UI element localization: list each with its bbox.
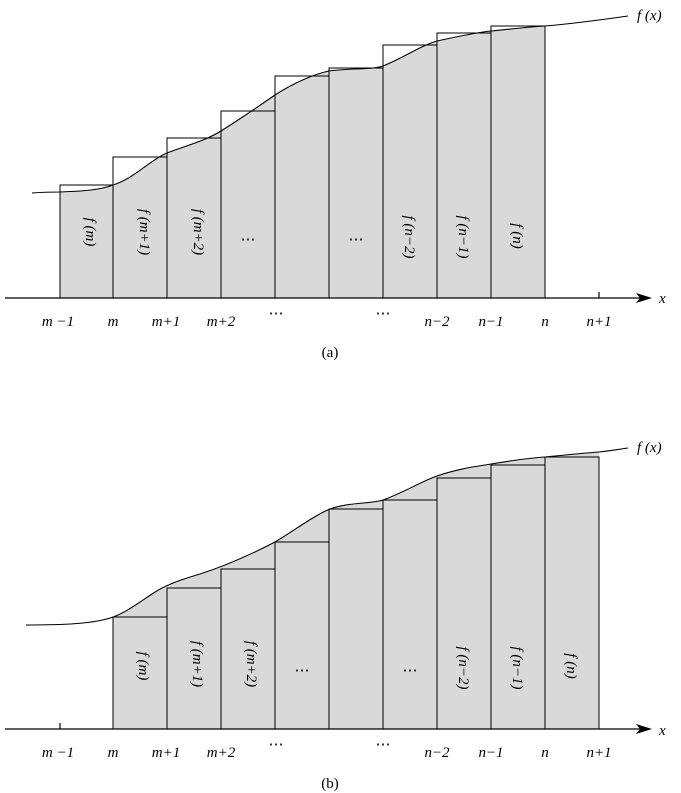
panel-a-function-label: f (x)	[637, 8, 662, 24]
panel-b: f (x) x f (m) f (m+1) f (m+2) ⋯ ⋯ f (n−2…	[5, 440, 666, 792]
panel-b-box-8	[490, 464, 546, 730]
panel-a-box-label-5: ⋯	[349, 232, 364, 248]
panel-b-tick-label-9: n	[541, 745, 549, 761]
panel-a-box-label-7: f (n−1)	[455, 215, 471, 258]
panel-b-box-2	[166, 587, 222, 730]
panel-b-tick-label-7: n−2	[424, 745, 450, 761]
panel-b-box-6	[382, 499, 438, 730]
panel-a-box-label-3: f (m+2)	[190, 209, 206, 255]
panel-b-box-4	[274, 541, 330, 730]
panel-b-box-9	[544, 456, 600, 730]
panel-b-box-1	[112, 616, 168, 730]
panel-b-tick-label-8: n−1	[478, 745, 503, 761]
panel-b-tick-label-3: m+1	[152, 745, 180, 761]
panel-a-axis-arrow	[636, 293, 652, 303]
panel-a-tick-label-5: ⋯	[269, 306, 284, 322]
panel-a: f (x) x f (m) f (m+1) f (m+2) ⋯ ⋯ f (n−2…	[5, 8, 666, 361]
panel-b-box-label-8: f (n)	[563, 653, 579, 678]
panel-a-box-label-4: ⋯	[241, 232, 256, 248]
panel-b-box-label-5: ⋯	[403, 663, 418, 679]
panel-b-box-7	[436, 477, 492, 730]
panel-b-boxes	[112, 456, 600, 730]
panel-a-tick-label-9: n	[541, 314, 549, 330]
panel-b-tick-label-4: m+2	[207, 745, 236, 761]
panel-b-tick-label-6: ⋯	[376, 737, 391, 753]
panel-a-tick-label-10: n+1	[586, 314, 611, 330]
panel-b-tick-labels: m −1 m m+1 m+2 ⋯ ⋯ n−2 n−1 n n+1	[42, 737, 612, 761]
panel-b-function-label: f (x)	[637, 440, 662, 456]
panel-a-box-labels: f (m) f (m+1) f (m+2) ⋯ ⋯ f (n−2) f (n−1…	[82, 209, 525, 259]
panel-a-tick-label-2: m	[108, 314, 119, 330]
panel-b-box-3	[220, 568, 276, 730]
panel-a-shaded-area	[60, 26, 545, 298]
panel-b-tick-label-5: ⋯	[269, 737, 284, 753]
panel-a-tick-label-1: m −1	[42, 314, 74, 330]
panel-a-tick-label-6: ⋯	[376, 306, 391, 322]
panel-b-box-5	[328, 508, 384, 730]
panel-a-curve	[31, 15, 629, 194]
panel-a-axis-var: x	[658, 291, 666, 307]
panel-b-box-label-2: f (m+1)	[189, 641, 205, 687]
panel-b-box-label-1: f (m)	[135, 652, 151, 681]
panel-b-box-labels: f (m) f (m+1) f (m+2) ⋯ ⋯ f (n−2) f (n−1…	[135, 641, 579, 690]
panel-a-caption: (a)	[322, 345, 339, 361]
panel-b-box-label-7: f (n−1)	[509, 646, 525, 689]
panel-b-box-label-6: f (n−2)	[455, 646, 471, 689]
panel-b-axis-arrow	[636, 724, 652, 734]
panel-a-box-label-8: f (n)	[509, 223, 525, 248]
panel-a-tick-label-7: n−2	[424, 314, 450, 330]
panel-b-box-label-3: f (m+2)	[243, 641, 259, 687]
panel-a-tick-label-4: m+2	[207, 314, 236, 330]
panel-b-tick-label-2: m	[108, 745, 119, 761]
panel-b-tick-label-1: m −1	[42, 745, 74, 761]
panel-a-box-label-1: f (m)	[82, 218, 98, 247]
panel-a-box-label-6: f (n−2)	[401, 215, 417, 258]
panel-b-caption: (b)	[321, 776, 339, 792]
panel-b-curve	[25, 447, 629, 626]
panel-a-box-label-2: f (m+1)	[136, 209, 152, 255]
panel-a-tick-label-8: n−1	[478, 314, 503, 330]
panel-b-box-label-4: ⋯	[295, 663, 310, 679]
panel-b-axis-var: x	[658, 723, 666, 739]
panel-a-tick-label-3: m+1	[152, 314, 180, 330]
panel-b-tick-label-10: n+1	[586, 745, 611, 761]
panel-a-tick-labels: m −1 m m+1 m+2 ⋯ ⋯ n−2 n−1 n n+1	[42, 306, 612, 330]
